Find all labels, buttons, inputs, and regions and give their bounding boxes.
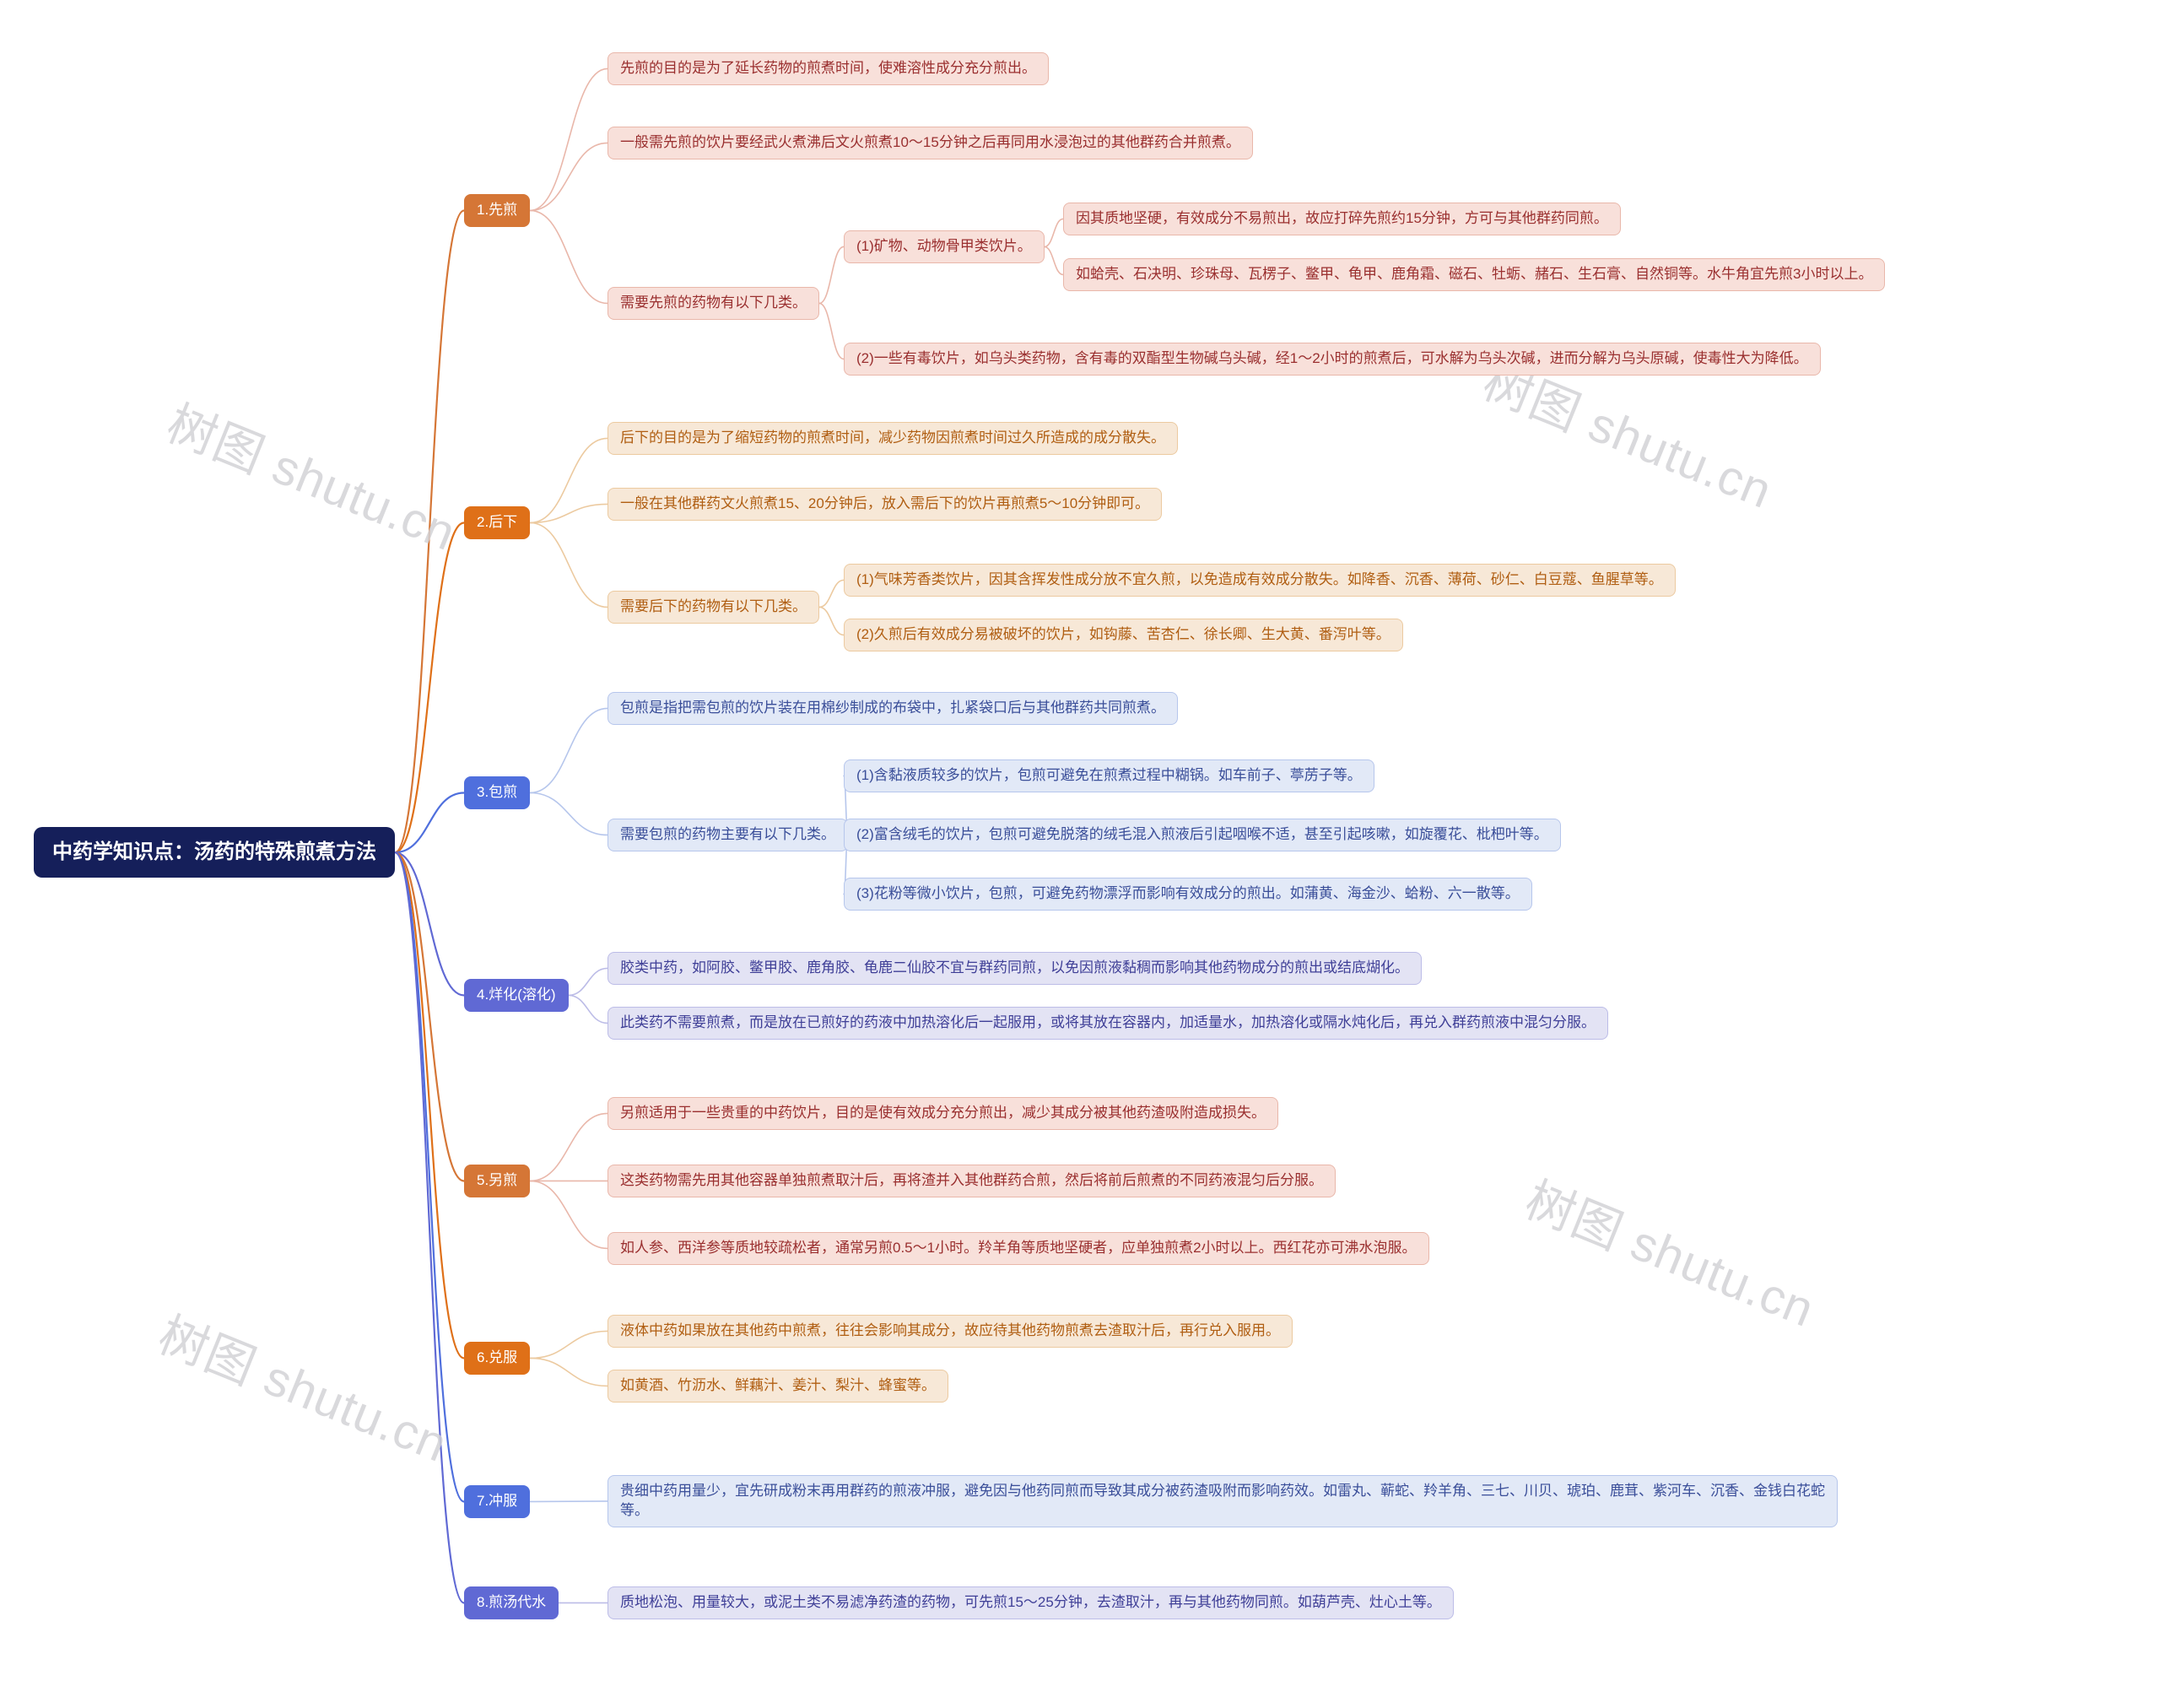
branch-5-leaf: 这类药物需先用其他容器单独煎煮取汁后，再将渣并入其他群药合煎，然后将前后煎煮的不… — [608, 1165, 1336, 1197]
branch-3: 3.包煎 — [464, 776, 530, 809]
watermark: 树图 shutu.cn — [149, 1295, 459, 1476]
branch-1-leaf: 需要先煎的药物有以下几类。 — [608, 287, 819, 320]
mindmap-canvas: 树图 shutu.cn 树图 shutu.cn 树图 shutu.cn 树图 s… — [0, 0, 2160, 1708]
branch-2-leaf: (2)久煎后有效成分易被破坏的饮片，如钩藤、苦杏仁、徐长卿、生大黄、番泻叶等。 — [844, 619, 1403, 651]
branch-5-leaf: 另煎适用于一些贵重的中药饮片，目的是使有效成分充分煎出，减少其成分被其他药渣吸附… — [608, 1097, 1278, 1130]
branch-2-leaf: (1)气味芳香类饮片，因其含挥发性成分放不宜久煎，以免造成有效成分散失。如降香、… — [844, 564, 1676, 597]
branch-5-leaf: 如人参、西洋参等质地较疏松者，通常另煎0.5～1小时。羚羊角等质地坚硬者，应单独… — [608, 1232, 1429, 1265]
branch-6-leaf: 如黄酒、竹沥水、鲜藕汁、姜汁、梨汁、蜂蜜等。 — [608, 1370, 948, 1403]
branch-7-leaf: 贵细中药用量少，宜先研成粉末再用群药的煎液冲服，避免因与他药同煎而导致其成分被药… — [608, 1475, 1838, 1527]
branch-3-leaf: (1)含黏液质较多的饮片，包煎可避免在煎煮过程中糊锅。如车前子、葶苈子等。 — [844, 759, 1374, 792]
branch-5: 5.另煎 — [464, 1165, 530, 1197]
branch-1-leaf: 一般需先煎的饮片要经武火煮沸后文火煎煮10～15分钟之后再同用水浸泡过的其他群药… — [608, 127, 1253, 159]
branch-6-leaf: 液体中药如果放在其他药中煎煮，往往会影响其成分，故应待其他药物煎煮去渣取汁后，再… — [608, 1315, 1293, 1348]
branch-8-leaf: 质地松泡、用量较大，或泥土类不易滤净药渣的药物，可先煎15～25分钟，去渣取汁，… — [608, 1586, 1454, 1619]
branch-1-leaf: (1)矿物、动物骨甲类饮片。 — [844, 230, 1045, 263]
branch-3-leaf: (3)花粉等微小饮片，包煎，可避免药物漂浮而影响有效成分的煎出。如蒲黄、海金沙、… — [844, 878, 1532, 911]
branch-8: 8.煎汤代水 — [464, 1586, 559, 1619]
branch-1: 1.先煎 — [464, 194, 530, 227]
branch-6: 6.兑服 — [464, 1342, 530, 1375]
watermark: 树图 shutu.cn — [1516, 1160, 1826, 1341]
branch-1-leaf: 因其质地坚硬，有效成分不易煎出，故应打碎先煎约15分钟，方可与其他群药同煎。 — [1063, 203, 1621, 235]
branch-3-leaf: 需要包煎的药物主要有以下几类。 — [608, 819, 848, 851]
branch-2: 2.后下 — [464, 506, 530, 539]
watermark: 树图 shutu.cn — [158, 384, 467, 565]
branch-7: 7.冲服 — [464, 1485, 530, 1518]
branch-2-leaf: 一般在其他群药文火煎煮15、20分钟后，放入需后下的饮片再煎煮5～10分钟即可。 — [608, 488, 1162, 521]
branch-2-leaf: 后下的目的是为了缩短药物的煎煮时间，减少药物因煎煮时间过久所造成的成分散失。 — [608, 422, 1178, 455]
branch-4: 4.烊化(溶化) — [464, 979, 569, 1012]
branch-3-leaf: (2)富含绒毛的饮片，包煎可避免脱落的绒毛混入煎液后引起咽喉不适，甚至引起咳嗽，… — [844, 819, 1561, 851]
branch-3-leaf: 包煎是指把需包煎的饮片装在用棉纱制成的布袋中，扎紧袋口后与其他群药共同煎煮。 — [608, 692, 1178, 725]
branch-1-leaf: 先煎的目的是为了延长药物的煎煮时间，使难溶性成分充分煎出。 — [608, 52, 1049, 85]
branch-4-leaf: 此类药不需要煎煮，而是放在已煎好的药液中加热溶化后一起服用，或将其放在容器内，加… — [608, 1007, 1608, 1040]
branch-1-leaf: 如蛤壳、石决明、珍珠母、瓦楞子、鳖甲、龟甲、鹿角霜、磁石、牡蛎、赭石、生石膏、自… — [1063, 258, 1885, 291]
branch-4-leaf: 胶类中药，如阿胶、鳖甲胶、鹿角胶、龟鹿二仙胶不宜与群药同煎，以免因煎液黏稠而影响… — [608, 952, 1422, 985]
branch-1-leaf: (2)一些有毒饮片，如乌头类药物，含有毒的双酯型生物碱乌头碱，经1～2小时的煎煮… — [844, 343, 1821, 376]
root-node: 中药学知识点：汤药的特殊煎煮方法 — [34, 827, 395, 878]
branch-2-leaf: 需要后下的药物有以下几类。 — [608, 591, 819, 624]
